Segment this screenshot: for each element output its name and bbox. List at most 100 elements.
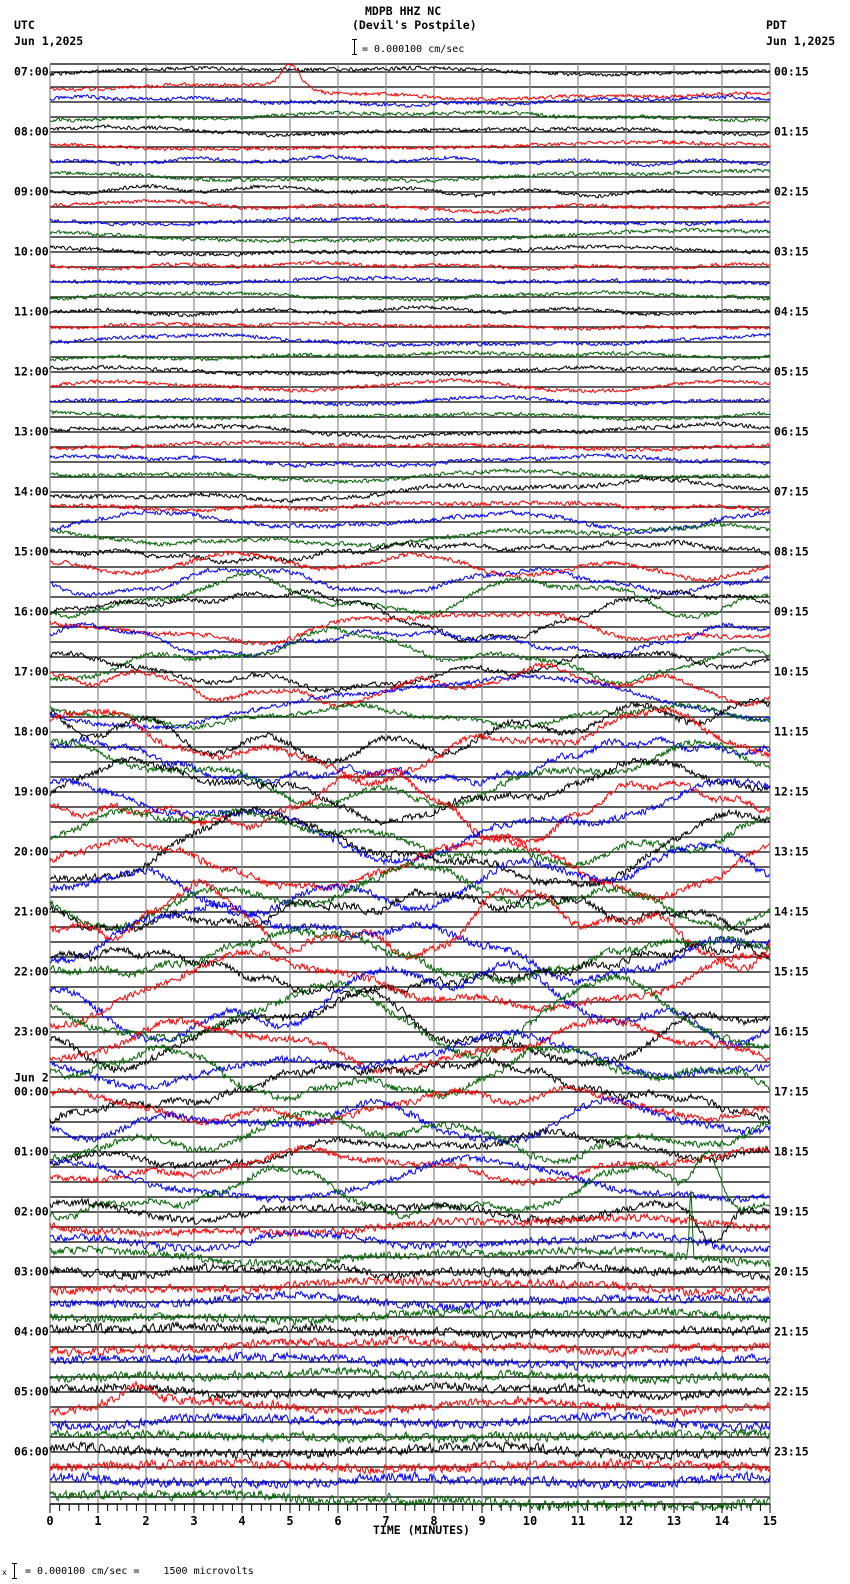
trace-blue [49, 154, 771, 168]
trace-red [49, 1144, 771, 1187]
pdt-hour-label: 15:15 [774, 964, 809, 979]
trace-black [49, 65, 771, 77]
x-tick-label: 11 [570, 1514, 586, 1528]
trace-red [49, 550, 771, 583]
trace-blue [49, 1028, 771, 1091]
trace-black [49, 1055, 771, 1125]
trace-black [49, 364, 771, 377]
trace-red [49, 377, 771, 394]
trace-black [49, 1381, 771, 1402]
trace-black [49, 183, 771, 199]
utc-hour-label: 05:00 [14, 1384, 49, 1399]
x-tick-label: 8 [430, 1514, 438, 1528]
x-tick-label: 6 [334, 1514, 342, 1528]
trace-green [49, 227, 771, 244]
utc-hour-label: 08:00 [14, 124, 49, 139]
trace-red [49, 834, 771, 903]
trace-red [49, 1085, 771, 1127]
trace-red [49, 260, 771, 272]
utc-hour-label: 00:00 [14, 1084, 49, 1099]
trace-green [49, 1190, 771, 1268]
trace-red [49, 1335, 771, 1358]
trace-green [49, 521, 771, 549]
trace-red [49, 1212, 771, 1238]
trace-black [49, 1320, 771, 1341]
x-axis-label: TIME (MINUTES) [373, 1523, 470, 1537]
x-tick-label: 13 [666, 1514, 682, 1528]
x-tick-label: 15 [762, 1514, 778, 1528]
trace-black [49, 1127, 771, 1170]
x-tick-label: 0 [46, 1514, 54, 1528]
date-marker: Jun 2 [14, 1070, 49, 1085]
utc-hour-label: 15:00 [14, 544, 49, 559]
trace-red [49, 706, 771, 789]
x-tick-label: 5 [286, 1514, 294, 1528]
trace-green [49, 570, 771, 620]
trace-red [49, 139, 771, 152]
pdt-hour-label: 04:15 [774, 304, 809, 319]
pdt-hour-label: 23:15 [774, 1444, 809, 1459]
trace-blue [49, 509, 771, 535]
scale-text: = 0.000100 cm/sec [362, 44, 465, 55]
trace-black [49, 588, 771, 643]
trace-green [49, 1366, 771, 1386]
utc-hour-label: 14:00 [14, 484, 49, 499]
trace-black [49, 421, 771, 440]
left-date: Jun 1,2025 [14, 34, 84, 48]
pdt-hour-label: 21:15 [774, 1324, 809, 1339]
trace-red [49, 1457, 771, 1476]
trace-blue [49, 93, 771, 108]
trace-blue [49, 394, 771, 407]
trace-black [49, 1440, 771, 1462]
trace-green [49, 290, 771, 303]
x-tick-label: 4 [238, 1514, 246, 1528]
trace-red [49, 320, 771, 332]
pdt-hour-label: 03:15 [774, 244, 809, 259]
chart-title: MDPB HHZ NC [365, 4, 442, 18]
trace-black [49, 244, 771, 257]
trace-blue [49, 899, 771, 986]
trace-blue [50, 1351, 771, 1371]
trace-green [49, 1043, 771, 1103]
trace-red [49, 1380, 771, 1418]
pdt-hour-label: 08:15 [774, 544, 809, 559]
trace-red [49, 767, 771, 846]
utc-hour-label: 21:00 [14, 904, 49, 919]
utc-hour-label: 09:00 [14, 184, 49, 199]
x-tick-label: 2 [142, 1514, 150, 1528]
trace-black [49, 305, 771, 318]
left-timezone: UTC [14, 18, 35, 32]
trace-blue [49, 673, 771, 731]
chart-subtitle: (Devil's Postpile) [352, 18, 477, 32]
trace-red [49, 610, 771, 647]
trace-green [49, 860, 771, 932]
trace-green [49, 972, 771, 1060]
footer-scale-bar-icon [11, 1563, 18, 1579]
utc-hour-label: 02:00 [14, 1204, 49, 1219]
trace-black [49, 941, 771, 998]
pdt-hour-label: 11:15 [774, 724, 809, 739]
x-tick-label: 3 [190, 1514, 198, 1528]
trace-green [49, 350, 771, 362]
trace-blue [49, 566, 771, 598]
x-tick-label: 10 [522, 1514, 538, 1528]
utc-hour-label: 19:00 [14, 784, 49, 799]
right-timezone: PDT [766, 18, 787, 32]
pdt-hour-label: 07:15 [774, 484, 809, 499]
trace-black [49, 986, 771, 1074]
trace-black [49, 887, 771, 936]
utc-hour-label: 06:00 [14, 1444, 49, 1459]
trace-red [49, 877, 771, 973]
utc-hour-label: 16:00 [14, 604, 49, 619]
trace-black [49, 476, 771, 504]
utc-hour-label: 10:00 [14, 244, 49, 259]
utc-hour-label: 18:00 [14, 724, 49, 739]
pdt-hour-label: 14:15 [774, 904, 809, 919]
trace-green [49, 1428, 771, 1445]
utc-hour-label: 17:00 [14, 664, 49, 679]
pdt-hour-label: 12:15 [774, 784, 809, 799]
trace-blue [49, 1228, 771, 1254]
pdt-hour-label: 18:15 [774, 1144, 809, 1159]
utc-hour-label: 04:00 [14, 1324, 49, 1339]
trace-red [49, 500, 771, 514]
